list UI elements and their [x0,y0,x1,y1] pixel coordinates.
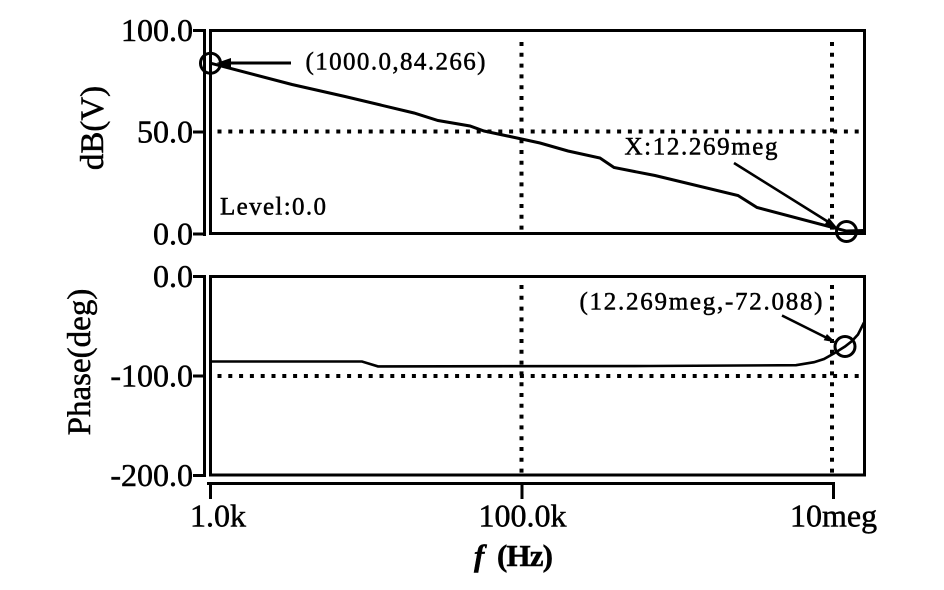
svg-text:100.0: 100.0 [121,12,193,48]
svg-text:(12.269meg,-72.088): (12.269meg,-72.088) [580,288,823,315]
svg-text:Level:0.0: Level:0.0 [220,194,326,221]
svg-text:dB(V): dB(V) [75,86,111,170]
svg-text:0.0: 0.0 [153,258,193,294]
svg-text:Phase(deg): Phase(deg) [62,289,98,436]
svg-text:100.0k: 100.0k [479,498,567,534]
svg-text:X:12.269meg: X:12.269meg [625,133,779,160]
svg-text:10meg: 10meg [790,498,877,534]
svg-text:-200.0: -200.0 [110,457,193,493]
svg-text:(1000.0,84.266): (1000.0,84.266) [306,49,486,76]
svg-text:-100.0: -100.0 [110,358,193,394]
svg-text:50.0: 50.0 [137,114,193,150]
svg-text:f(Hz): f (Hz) [474,538,553,573]
svg-text:0.0: 0.0 [153,216,193,252]
svg-text:1.0k: 1.0k [190,498,246,534]
